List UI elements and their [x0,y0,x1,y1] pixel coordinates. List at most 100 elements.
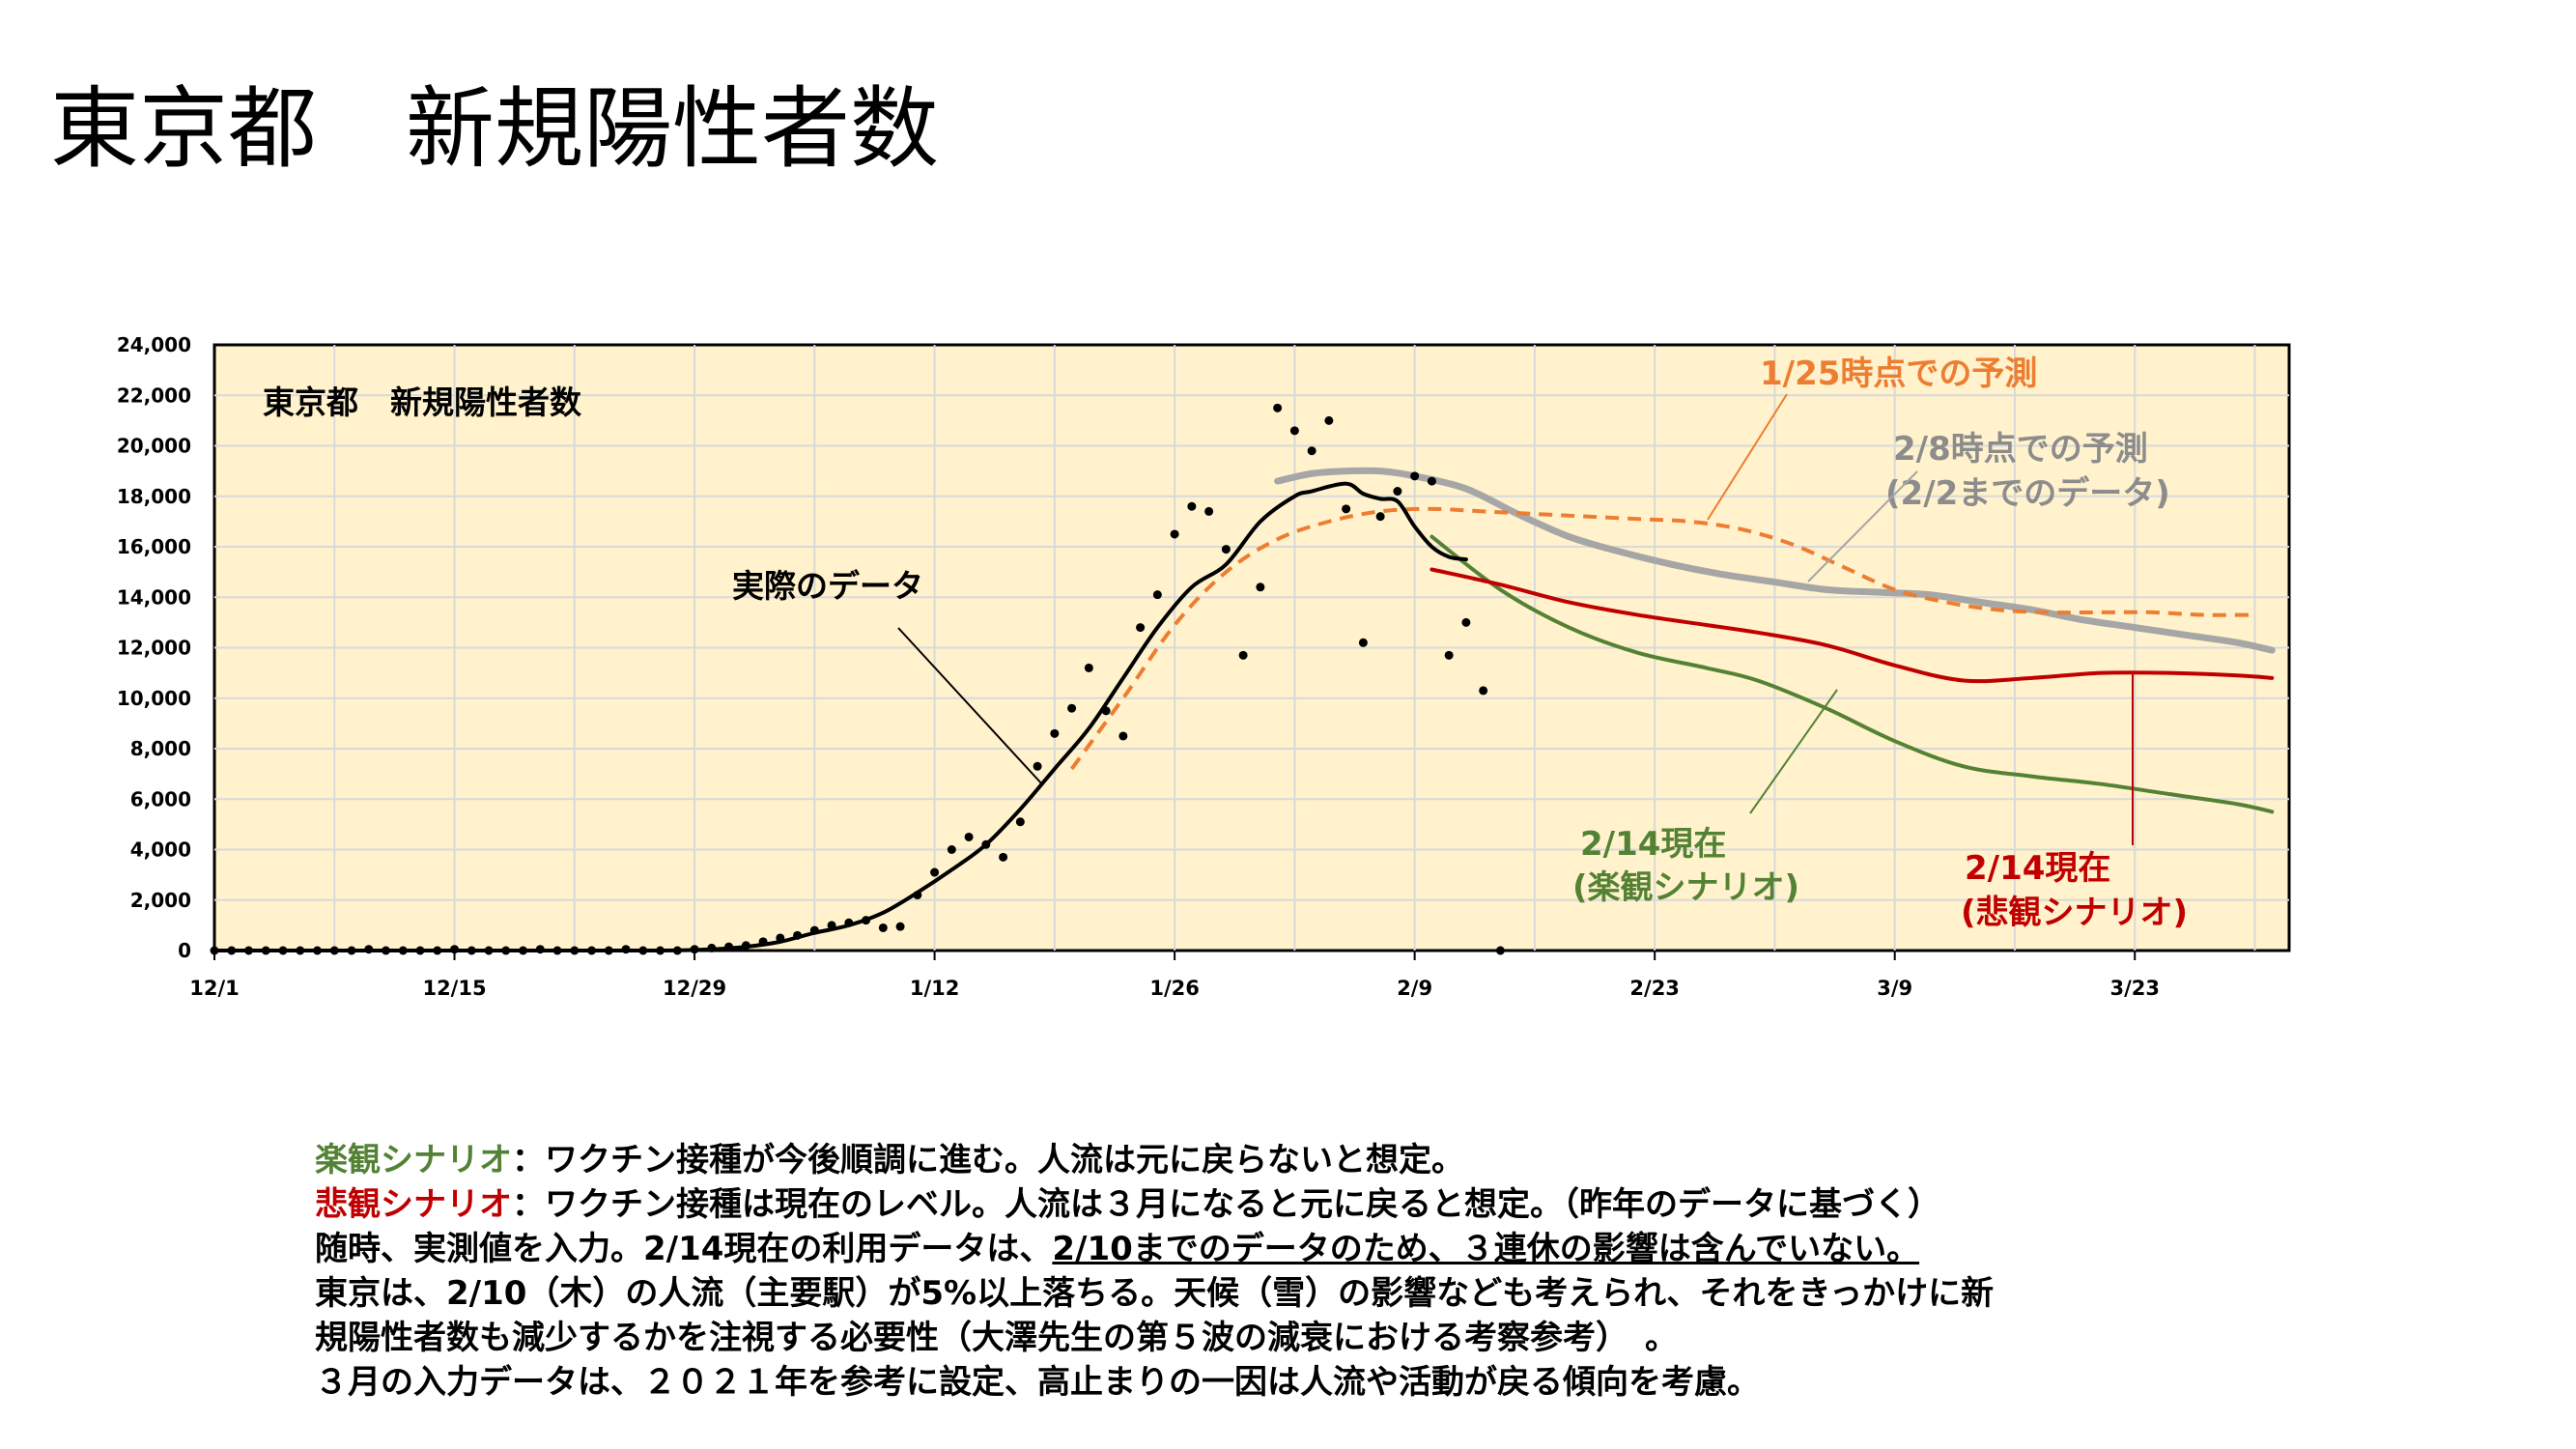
y-tick-label: 16,000 [117,535,191,558]
data-point [758,937,768,947]
data-point [844,918,854,927]
note-optimistic: 楽観シナリオ：ワクチン接種が今後順調に進む。人流は元に戻らないと想定。 [315,1138,1994,1182]
data-point [227,946,237,955]
x-tick-label: 2/23 [1629,977,1680,1000]
x-tick-label: 12/29 [663,977,726,1000]
leader-optimistic [1749,689,1838,814]
data-point [809,925,819,935]
data-point [484,946,494,955]
data-point [964,832,974,841]
series-actual-line [212,481,1468,953]
y-tick-label: 22,000 [117,384,191,407]
data-point [672,946,682,955]
label-forecast-0208-line1: 2/8時点での予測 [1893,430,2148,469]
data-point [1393,487,1402,497]
x-tick-label: 1/12 [910,977,960,1000]
label-optimistic-line2: (楽観シナリオ) [1572,868,1799,907]
data-point [999,852,1008,862]
data-point [1101,706,1111,716]
data-point [1461,617,1471,627]
note-data-input: 随時、実測値を入力。2/14現在の利用データは、2/10までのデータのため、３連… [315,1227,1994,1271]
data-point [1015,817,1025,827]
data-point [347,946,356,955]
data-point [1256,582,1265,592]
data-point [210,946,219,955]
data-point [793,930,803,940]
data-point [1050,728,1060,738]
data-point [450,945,460,954]
data-point [1187,501,1197,511]
data-point [1358,638,1368,647]
y-tick-label: 6,000 [130,787,191,810]
data-point [878,923,888,932]
leader-forecast-0125 [1707,393,1788,521]
data-point [656,946,665,955]
note-march-input: ３月の入力データは、２０２１年を参考に設定、高止まりの一因は人流や活動が戻る傾向… [315,1363,1760,1402]
y-tick-label: 14,000 [117,585,191,609]
data-point [862,916,871,925]
label-actual-data: 実際のデータ [732,567,923,605]
x-tick-label: 3/9 [1877,977,1912,1000]
data-point [707,943,717,952]
series-pessimistic [1430,567,2275,684]
data-point [741,941,750,951]
y-tick-label: 8,000 [130,737,191,760]
label-pessimistic-line2: (悲観シナリオ) [1961,894,2188,932]
chart-inner-title: 東京都 新規陽性者数 [263,384,582,421]
label-forecast-0125: 1/25時点での予測 [1760,355,2037,393]
data-point [519,946,528,955]
data-point [1033,761,1042,771]
data-point [1479,686,1488,696]
data-point [776,933,785,943]
data-point [1273,403,1283,412]
data-point [621,945,631,954]
note-data-input-b: 2/10までのデータのため、３連休の影響は含んでいない。 [1052,1230,1920,1268]
data-point [364,945,374,954]
data-point [1136,623,1146,633]
data-point [261,946,270,955]
data-point [398,946,408,955]
data-point [329,946,339,955]
data-point [1410,471,1420,481]
data-point [1084,663,1093,672]
note-optimistic-body: ：ワクチン接種が今後順調に進む。人流は元に戻らないと想定。 [512,1141,1464,1179]
y-tick-label: 12,000 [117,637,191,660]
series-optimistic [1430,534,2275,814]
note-optimistic-head: 楽観シナリオ [315,1141,512,1179]
y-tick-label: 2,000 [130,889,191,912]
x-tick-label: 3/23 [2109,977,2160,1000]
y-tick-label: 4,000 [130,838,191,862]
data-point [313,946,323,955]
y-tick-label: 10,000 [117,687,191,710]
data-point [1152,590,1162,600]
data-point [1324,415,1334,425]
data-point [1238,650,1248,660]
data-point [552,946,562,955]
data-point [296,946,305,955]
data-point [724,942,734,952]
data-point [1289,426,1299,436]
data-point [1204,506,1214,516]
note-pessimistic-body: ：ワクチン接種は現在のレベル。人流は３月になると元に戻ると想定。（昨年のデータに… [512,1185,1940,1224]
axes: 0 2,000 4,000 6,000 8,000 10,000 12,000 14,000 1… [117,333,2160,1000]
data-point [604,946,613,955]
data-point [1427,476,1436,486]
data-point [278,946,288,955]
data-point [930,867,940,877]
series-forecast-0208 [1274,467,2276,654]
data-point [1118,731,1128,741]
x-tick-label: 1/26 [1149,977,1200,1000]
data-point [244,946,254,955]
data-point [1342,504,1351,514]
data-point [1307,446,1316,456]
data-point [501,946,511,955]
y-tick-label: 18,000 [117,485,191,508]
y-tick-label: 24,000 [117,333,191,356]
x-tick-label: 12/15 [422,977,486,1000]
y-tick-label: 0 [178,939,191,962]
data-point [638,946,648,955]
data-point [827,921,836,930]
leader-actual-data [897,627,1044,786]
label-pessimistic-line1: 2/14現在 [1965,849,2110,888]
